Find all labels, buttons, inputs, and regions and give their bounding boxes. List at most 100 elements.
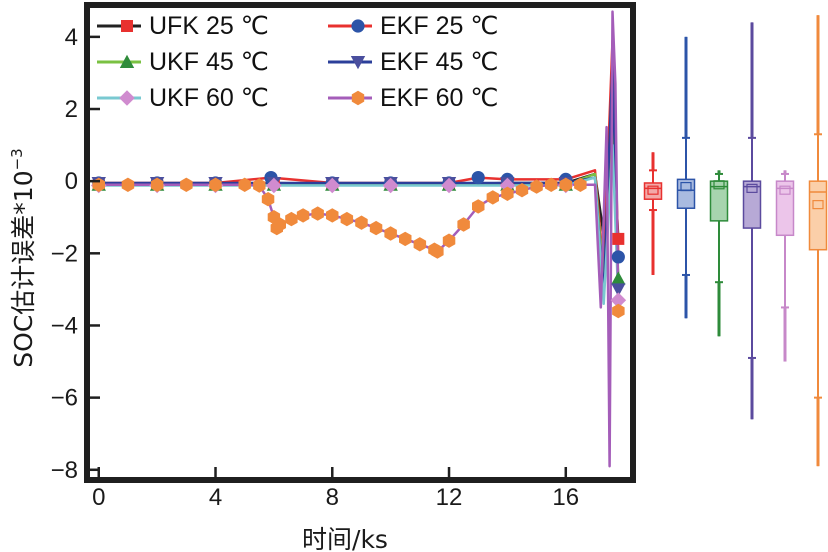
x-tick-label: 8	[326, 484, 339, 511]
series-5-point	[209, 177, 222, 192]
series-5-point	[311, 206, 324, 221]
boxplot	[775, 170, 795, 362]
boxplot-box	[808, 180, 828, 251]
series-5-point	[486, 190, 499, 205]
boxplot-mean	[779, 185, 791, 195]
series-5-point	[515, 183, 529, 198]
series-5-point	[340, 211, 354, 227]
y-tick-label: −4	[51, 312, 78, 339]
series-5-point	[273, 217, 286, 232]
boxplot-box	[775, 180, 795, 237]
boxplot-mean	[746, 183, 758, 193]
series-5-point	[559, 177, 572, 192]
boxplot	[808, 15, 828, 467]
boxplot-outliers-low	[750, 357, 754, 420]
boxplot-outliers-high	[816, 15, 820, 135]
series-3-point	[611, 283, 626, 297]
series-5-point	[150, 177, 164, 192]
series-4-point	[266, 177, 282, 194]
series-5-point	[355, 215, 368, 230]
x-axis-title: 时间/ks	[302, 525, 388, 552]
boxplot-box	[742, 180, 762, 229]
boxplot-outliers-low	[816, 397, 820, 467]
boxplot-mean	[680, 181, 692, 192]
legend-label: EKF 45 ℃	[380, 48, 498, 76]
x-tick-label: 0	[92, 484, 105, 511]
series-5-point	[457, 217, 470, 232]
series-5-point	[413, 237, 427, 252]
series-5-point	[369, 220, 383, 236]
boxplot-outliers-high	[783, 170, 787, 174]
series-5-point	[121, 177, 135, 192]
series-line-5	[98, 10, 620, 468]
series-5-point	[238, 177, 251, 192]
boxplot-outliers-high	[684, 36, 688, 138]
boxplot-mean	[812, 200, 824, 210]
series-5-point	[285, 211, 298, 227]
boxplot-outliers-low	[651, 210, 655, 275]
axis-ticks: 0 4 8 12 16 4 2 0 −2 −4 −6 −8	[51, 24, 580, 511]
series-5-point	[442, 233, 456, 248]
series-5-point	[180, 177, 193, 192]
legend-marker	[350, 56, 366, 70]
y-axis-title: SOC估计误差*10−3	[8, 148, 38, 367]
series-5-point	[399, 231, 412, 247]
series-0-point	[612, 232, 625, 245]
boxplot-outliers-low	[684, 274, 688, 319]
boxplot-box	[676, 178, 696, 209]
legend-label: EKF 60 ℃	[380, 84, 498, 112]
y-tick-label: 2	[65, 96, 78, 123]
legend-marker	[351, 90, 365, 106]
y-tick-label: −6	[51, 385, 78, 412]
y-tick-label: 4	[65, 24, 78, 51]
y-tick-label: −2	[51, 240, 78, 267]
series-5-point	[431, 244, 444, 259]
series-5-point	[384, 226, 397, 241]
series-1-point	[611, 250, 625, 264]
x-tick-label: 12	[436, 484, 463, 511]
series-4-point	[499, 177, 516, 194]
plot-frame	[84, 2, 636, 483]
legend-marker	[351, 19, 365, 33]
series-5-point	[472, 199, 485, 214]
y-tick-label: −8	[51, 457, 78, 484]
boxplot-outliers-high	[651, 152, 655, 171]
series-4-point	[382, 177, 399, 194]
boxplot	[676, 36, 696, 319]
series-5-point	[296, 208, 310, 223]
boxplot	[643, 152, 663, 275]
series-4-point	[610, 292, 627, 309]
boxplot-outliers-low	[783, 307, 787, 362]
y-tick-label: 0	[65, 168, 78, 195]
series-5-point	[612, 303, 625, 319]
legend-marker	[119, 90, 135, 106]
boxplot	[709, 170, 729, 337]
legend-label: UFK 25 ℃	[149, 12, 269, 40]
series-4-point	[324, 177, 341, 194]
boxplot-mean	[713, 180, 725, 190]
series-5-point	[530, 179, 543, 194]
y-axis-title-main: SOC估计误差*10	[9, 170, 38, 367]
series-4-point	[441, 177, 457, 194]
x-tick-label: 4	[209, 484, 222, 511]
series-5-point	[574, 177, 587, 192]
series-5-point	[253, 178, 266, 193]
legend-marker	[119, 54, 135, 68]
series-5-point	[261, 192, 275, 207]
series-2-point	[611, 271, 626, 285]
series-markers	[90, 170, 627, 319]
series-5-point	[326, 208, 339, 223]
boxplot-box	[643, 182, 663, 200]
boxplot-mean	[647, 185, 659, 195]
y-axis-title-exponent: −3	[8, 148, 26, 170]
boxplot-outliers-high	[750, 22, 754, 138]
series-5-point	[545, 177, 558, 192]
series-lines	[98, 10, 620, 468]
boxplot	[742, 22, 762, 420]
series-5-point	[501, 186, 514, 201]
series-line-2	[98, 107, 620, 284]
legend-marker	[121, 20, 133, 32]
legend-label: EKF 25 ℃	[380, 12, 498, 40]
boxplot-outliers-low	[717, 282, 721, 337]
